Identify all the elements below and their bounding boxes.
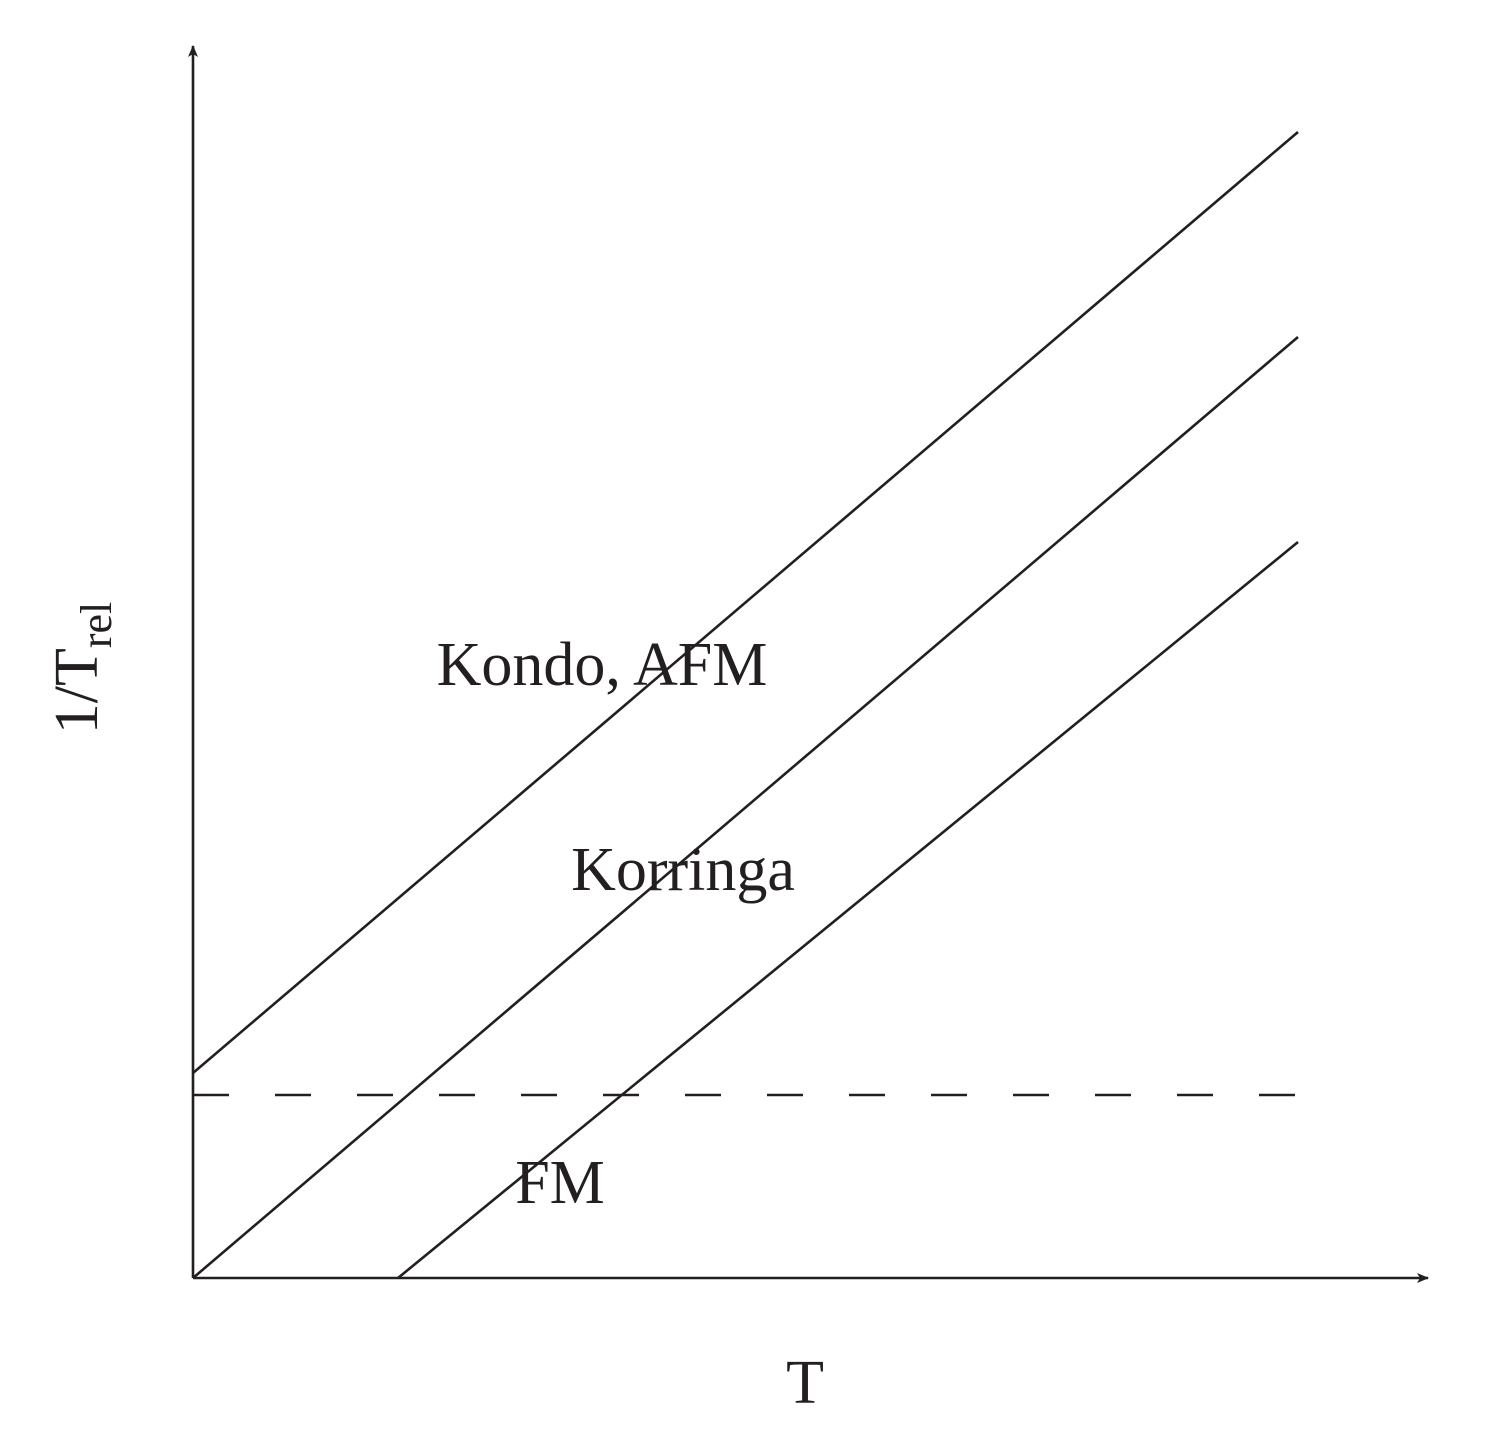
region-label: Kondo, AFM	[437, 631, 768, 699]
region-label: Korringa	[571, 836, 795, 904]
x-axis-label: T	[786, 1349, 824, 1417]
y-axis-label-subscript: rel	[72, 602, 121, 648]
boundary-line	[397, 540, 1299, 1280]
boundary-line	[192, 131, 1299, 1074]
boundary-line	[192, 336, 1299, 1279]
region-label: FM	[515, 1149, 605, 1217]
y-axis-label: 1/Trel	[43, 602, 121, 735]
y-axis-label-main: 1/T	[43, 648, 111, 734]
